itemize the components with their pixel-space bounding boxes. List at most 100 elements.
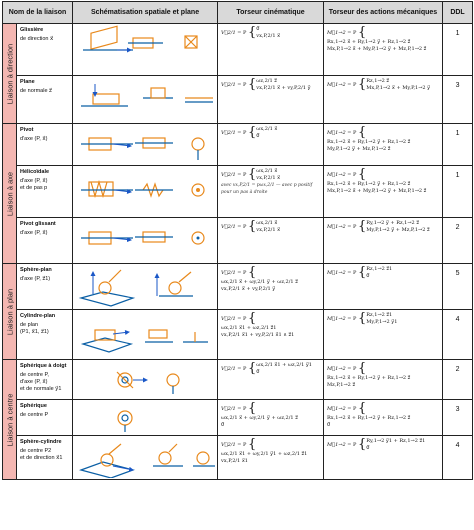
table-row: Pivot glissant d'axe (P, x⃗) V⃗2/1 = P {ωx… (3, 217, 474, 264)
liaison-desc: d'axe (P, z⃗1) (20, 276, 51, 282)
cine-line: vx,P,2/1 x⃗ (256, 32, 281, 39)
torseur-actions-cell: M⃗1→2 = P {Rz,1→2 z⃗1 My,P,1→2 y⃗1 (323, 309, 444, 360)
header-row: Nom de la liaison Schématisation spatial… (1, 1, 474, 24)
liaison-title: Glissière (20, 27, 44, 33)
meca-lhs: M⃗1→2 = (327, 366, 352, 372)
liaison-name-cell: Sphérique de centre P (15, 399, 74, 436)
schematic-cell (72, 359, 219, 400)
cine-line: ωx,2/1 x⃗1 + ωy,2/1 y⃗1 + ωz,2/1 z⃗1 (221, 451, 308, 457)
schematic-drawing (80, 329, 209, 353)
schematic-cell (72, 399, 219, 436)
cine-line: vx,P,2/1 x⃗ + vy,P,2/1 y⃗ (256, 84, 311, 91)
meca-lhs: M⃗1→2 = (327, 130, 352, 136)
torseur-actions-cell: M⃗1→2 = P {Rx,1→2 x⃗ + Ry,1→2 y⃗ + Rz,1→… (323, 165, 444, 218)
liaison-desc: et de normale y⃗1 (20, 386, 62, 392)
cine-lhs: V⃗2/1 = (221, 30, 242, 36)
torseur-cinematique-cell: V⃗2/1 = P {ωx,2/1 x⃗ vx,P,2/1 x⃗ avec vx,P… (217, 165, 325, 218)
meca-lhs: M⃗1→2 = (327, 30, 352, 36)
cine-lhs: V⃗2/1 = (221, 224, 242, 230)
table-row: Sphérique de centre P V⃗2/1 = P {ωx,2/1 x⃗… (3, 399, 474, 436)
meca-line: Rz,1→2 z⃗1 (366, 312, 393, 318)
schematic-drawing (81, 179, 205, 199)
cine-line: ωx,2/1 x⃗1 + ωz,2/1 y⃗1 (256, 362, 312, 368)
torseur-cinematique-cell: V⃗2/1 = P {ωx,2/1 x⃗ + ωy,2/1 y⃗ + ωz,2/… (217, 263, 325, 310)
liaison-desc: et de pas p (20, 185, 48, 191)
torseur-cinematique-cell: V⃗2/1 = P {ωx,2/1 x⃗ vx,P,2/1 x⃗ (217, 217, 325, 264)
cine-line: 0⃗ (221, 421, 225, 428)
cine-lhs: V⃗2/1 = (221, 130, 242, 136)
schematic-cell (72, 217, 219, 264)
cine-line: ωx,2/1 x⃗ (256, 126, 278, 132)
meca-line: Mx,P,1→2 x⃗ + My,P,1→2 y⃗ + Mz,P,1→2 z⃗ (327, 187, 427, 194)
header-torseur-actions: Torseur des actions mécaniques (323, 1, 444, 24)
liaison-desc: de centre P (20, 412, 49, 418)
torseur-actions-cell: M⃗1→2 = P {Ry,1→2 y⃗1 + Rz,1→2 z⃗1 0⃗ (323, 435, 444, 480)
liaison-desc: de direction x⃗ (20, 36, 54, 42)
category-cell: Liaison à plan (2, 263, 17, 360)
meca-line: Rx,1→2 x⃗ + Ry,1→2 y⃗ + Rz,1→2 z⃗ (327, 415, 411, 421)
category-label: Liaison à plan (5, 288, 14, 335)
liaison-name-cell: Pivot d'axe (P, x⃗) (15, 123, 74, 166)
liaison-name-cell: Sphère-cylindre de centre P2 et de directi… (15, 435, 74, 480)
liaison-name-cell: Sphérique à doigt de centre P, d'axe (P, x… (15, 359, 74, 400)
cine-lhs: V⃗2/1 = (221, 366, 242, 372)
header-torseur-cinematique: Torseur cinématique (217, 1, 325, 24)
torseur-actions-cell: M⃗1→2 = P {Rx,1→2 x⃗ + Ry,1→2 y⃗ + Rz,1→… (323, 123, 444, 166)
meca-line: 0⃗ (366, 272, 370, 279)
liaison-desc: (P1, x⃗1, z⃗1) (20, 329, 49, 335)
cine-line: ωx,2/1 x⃗1 + ωz,2/1 z⃗1 (221, 325, 277, 331)
table-row: Cylindre-plan de plan (P1, x⃗1, z⃗1) V⃗2/1 … (3, 309, 474, 360)
category-label: Liaison à direction (5, 43, 14, 104)
cine-line: vx,P,2/1 x⃗ (256, 174, 281, 181)
table-row: Sphère-cylindre de centre P2 et de directi… (3, 435, 474, 480)
cine-line: vx,P,2/1 x⃗1 + vy,P,2/1 x⃗1 ∧ z⃗1 (221, 331, 295, 338)
meca-lhs: M⃗1→2 = (327, 172, 352, 178)
header-ddl: DDL (442, 1, 474, 24)
torseur-actions-cell: M⃗1→2 = P {Rx,1→2 x⃗ + Ry,1→2 y⃗ + Rz,1→… (323, 359, 444, 400)
schematic-drawing (81, 231, 205, 245)
torseur-note: avec vx,P,2/1 = pωx,2/1 — avec p positif… (221, 183, 313, 195)
category-cell: Liaison à axe (2, 123, 17, 264)
liaison-title: Sphérique à doigt (20, 363, 67, 369)
liaison-desc: d'axe (P, x⃗) (20, 178, 48, 184)
torseur-actions-cell: M⃗1→2 = P {Ry,1→2 y⃗ + Rz,1→2 z⃗ My,P,1→2… (323, 217, 444, 264)
category-label: Liaison à centre (5, 393, 14, 446)
liaison-desc: d'axe (P, x⃗) (20, 230, 48, 236)
torseur-cinematique-cell: V⃗2/1 = P {ωx,2/1 x⃗ + ωy,2/1 y⃗ + ωz,2/… (217, 399, 325, 436)
cine-lhs: V⃗2/1 = (221, 442, 242, 448)
liaison-desc: de normale z⃗ (20, 88, 52, 94)
cine-line: 0⃗ (256, 368, 260, 375)
torseur-actions-cell: M⃗1→2 = P {Rx,1→2 x⃗ + Ry,1→2 y⃗ + Rz,1→… (323, 399, 444, 436)
cine-line: ωx,2/1 x⃗ (256, 168, 278, 174)
meca-line: Rz,1→2 z⃗1 (366, 266, 393, 272)
ddl-value: 4 (442, 435, 474, 480)
meca-line: Rx,1→2 x⃗ + Ry,1→2 y⃗ + Rz,1→2 z⃗ (327, 39, 411, 45)
meca-line: Rz,1→2 z⃗ (366, 78, 390, 84)
ddl-value: 2 (442, 359, 474, 400)
meca-line: Mx,P,1→2 x⃗ + My,P,1→2 y⃗ (366, 84, 431, 91)
ddl-value: 2 (442, 217, 474, 264)
cine-lhs: V⃗2/1 = (221, 406, 242, 412)
torseur-cinematique-cell: V⃗2/1 = P {ωx,2/1 x⃗ 0⃗ (217, 123, 325, 166)
schematic-drawing (83, 25, 198, 53)
liaison-name-cell: Glissière de direction x⃗ (15, 23, 74, 76)
liaisons-table: Nom de la liaison Schématisation spatial… (1, 1, 474, 480)
cine-line: vx,P,2/1 x⃗ + vy,P,2/1 y⃗ (221, 285, 276, 292)
schematic-drawing (116, 371, 180, 394)
cine-line: vx,P,2/1 x⃗1 (221, 457, 248, 464)
liaison-name-cell: Cylindre-plan de plan (P1, x⃗1, z⃗1) (15, 309, 74, 360)
liaison-desc: de plan (20, 322, 39, 328)
cine-line: 0⃗ (256, 132, 260, 139)
cine-lhs: V⃗2/1 = (221, 172, 242, 178)
meca-line: My,P,1→2 y⃗ + Mz,P,1→2 z⃗ (327, 145, 391, 152)
cine-lhs: V⃗2/1 = (221, 270, 242, 276)
cine-line: ωx,2/1 x⃗ + ωy,2/1 y⃗ + ωz,2/1 z⃗ (221, 415, 298, 421)
meca-lhs: M⃗1→2 = (327, 82, 352, 88)
schematic-cell (72, 75, 219, 124)
liaison-desc: et de direction x⃗1 (20, 455, 63, 461)
cine-line: ωz,2/1 z⃗ (256, 78, 277, 84)
torseur-actions-cell: M⃗1→2 = P {Rz,1→2 z⃗ Mx,P,1→2 x⃗ + My,P,1… (323, 75, 444, 124)
table-row: Liaison à centre Sphérique à doigt de cent… (2, 359, 474, 480)
meca-line: Mz,P,1→2 z⃗ (327, 381, 356, 388)
